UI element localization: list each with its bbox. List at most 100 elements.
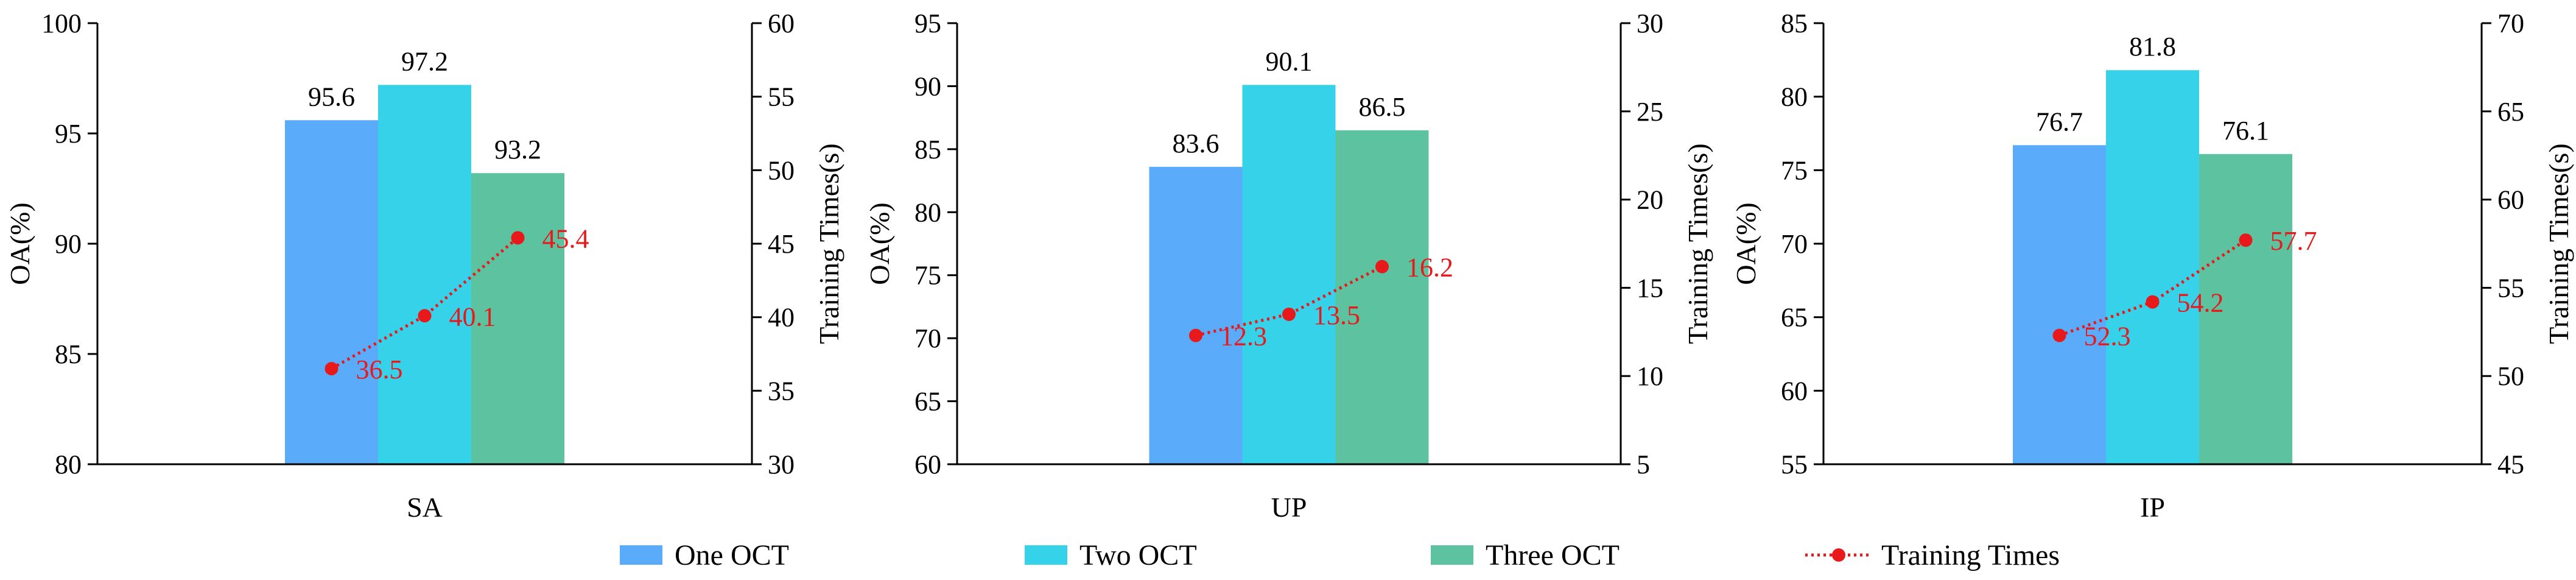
- training-time-point: [2239, 233, 2253, 247]
- bar-value-label: 95.6: [308, 82, 355, 111]
- chart-panel-ip: 76.7 81.8 76.1 52.3 54.2 57.7 55 60 65 70 75 80 85 45…: [1730, 9, 2574, 523]
- y2-tick-label: 30: [768, 450, 795, 479]
- training-time-label: 52.3: [2084, 322, 2131, 352]
- chart-panels: 95.6 97.2 93.2 36.5 40.1 45.4 80 85 90 95 100 30 35 4…: [4, 9, 2574, 523]
- training-time-point: [1282, 307, 1296, 321]
- legend-label: Training Times: [1881, 539, 2060, 571]
- training-times-line: [1195, 265, 1383, 338]
- y-tick-label: 70: [1781, 229, 1808, 259]
- bar-two-oct: [378, 85, 471, 465]
- training-time-label: 13.5: [1313, 300, 1360, 330]
- y2-tick-label: 40: [768, 303, 795, 333]
- legend-label: One OCT: [675, 539, 789, 571]
- chart-panel-sa: 95.6 97.2 93.2 36.5 40.1 45.4 80 85 90 95 100 30 35 4…: [4, 9, 844, 523]
- y-axis-label: OA(%): [1730, 202, 1761, 285]
- training-time-point: [1375, 260, 1389, 274]
- legend-item-one-oct: One OCT: [620, 539, 789, 571]
- y2-tick-label: 60: [2497, 185, 2524, 215]
- legend-swatch: [1025, 545, 1067, 565]
- y-tick-label: 80: [1781, 82, 1808, 112]
- y-tick-label: 65: [1781, 303, 1808, 333]
- bar-three-oct: [2199, 154, 2292, 464]
- y-tick-label: 85: [1781, 9, 1808, 38]
- y2-tick-label: 30: [1637, 9, 1663, 38]
- legend-item-three-oct: Three OCT: [1431, 539, 1620, 571]
- legend-item-two-oct: Two OCT: [1025, 539, 1197, 571]
- y2-tick-label: 25: [1637, 97, 1663, 127]
- bar-one-oct: [1149, 166, 1243, 464]
- legend-item-training-times: Training Times: [1805, 539, 2060, 571]
- legend-swatch: [620, 545, 662, 565]
- y-tick-label: 90: [55, 229, 82, 259]
- bar-value-label: 76.1: [2222, 116, 2269, 146]
- x-category-label: IP: [2140, 492, 2165, 523]
- y2-tick-label: 55: [2497, 273, 2524, 303]
- y2-tick-label: 50: [768, 155, 795, 185]
- y2-axis-label: Training Times(s): [1682, 143, 1713, 344]
- legend-label: Three OCT: [1486, 539, 1620, 571]
- bar-three-oct: [1335, 130, 1429, 465]
- y-tick-label: 95: [55, 119, 82, 149]
- y2-axis-label: Training Times(s): [2543, 143, 2574, 344]
- y-tick-label: 80: [914, 197, 941, 227]
- y-tick-label: 95: [914, 9, 941, 38]
- y2-tick-label: 50: [2497, 361, 2524, 391]
- y-tick-label: 85: [914, 135, 941, 164]
- y-tick-label: 80: [55, 450, 82, 479]
- y2-tick-label: 35: [768, 376, 795, 406]
- y-tick-label: 70: [914, 324, 941, 353]
- y-tick-label: 55: [1781, 450, 1808, 479]
- training-time-label: 36.5: [356, 355, 403, 384]
- y2-tick-label: 10: [1637, 361, 1663, 391]
- bar-one-oct: [285, 120, 378, 464]
- bar-two-oct: [2106, 70, 2199, 464]
- y-tick-label: 75: [914, 261, 941, 291]
- chart-panel-up: 83.6 90.1 86.5 12.3 13.5 16.2 60 65 70 75 80 85 90 95…: [864, 9, 1713, 523]
- training-time-label: 45.4: [542, 224, 589, 253]
- bar-value-label: 90.1: [1266, 46, 1313, 76]
- y2-tick-label: 5: [1637, 450, 1650, 479]
- x-category-label: UP: [1271, 492, 1307, 523]
- y2-tick-label: 20: [1637, 185, 1663, 215]
- y-tick-label: 75: [1781, 155, 1808, 185]
- bar-value-label: 97.2: [401, 46, 448, 76]
- y2-tick-label: 65: [2497, 97, 2524, 127]
- legend: One OCT Two OCT Three OCT Training Times: [620, 539, 2060, 571]
- y-tick-label: 85: [55, 339, 82, 369]
- training-time-point: [2146, 295, 2160, 309]
- y2-tick-label: 60: [768, 9, 795, 38]
- training-time-point: [418, 309, 432, 323]
- training-time-point: [325, 362, 339, 376]
- y-tick-label: 60: [1781, 376, 1808, 406]
- bar-value-label: 76.7: [2036, 107, 2083, 136]
- training-time-point: [2052, 328, 2066, 342]
- y-tick-label: 65: [914, 387, 941, 417]
- bar-value-label: 86.5: [1359, 92, 1406, 122]
- bar-three-oct: [471, 173, 564, 464]
- legend-label: Two OCT: [1079, 539, 1197, 571]
- training-time-point: [511, 231, 525, 245]
- y2-tick-label: 45: [2497, 450, 2524, 479]
- bar-value-label: 83.6: [1173, 129, 1220, 158]
- y2-tick-label: 15: [1637, 273, 1663, 303]
- y2-axis-label: Training Times(s): [813, 143, 844, 344]
- training-time-label: 40.1: [449, 302, 496, 331]
- training-time-label: 12.3: [1220, 322, 1267, 352]
- y2-tick-label: 45: [768, 229, 795, 259]
- y2-tick-label: 70: [2497, 9, 2524, 38]
- y-axis-label: OA(%): [4, 202, 35, 285]
- y-axis-label: OA(%): [864, 202, 895, 285]
- training-time-label: 57.7: [2270, 226, 2317, 256]
- legend-swatch: [1431, 545, 1473, 565]
- training-time-label: 16.2: [1406, 253, 1453, 283]
- bar-one-oct: [2013, 145, 2106, 465]
- y-tick-label: 100: [41, 9, 82, 38]
- y-tick-label: 60: [914, 450, 941, 479]
- bar-two-oct: [1242, 85, 1336, 465]
- bar-value-label: 81.8: [2129, 32, 2176, 62]
- x-category-label: SA: [407, 492, 443, 523]
- y-tick-label: 90: [914, 71, 941, 101]
- training-time-point: [1189, 328, 1202, 342]
- y2-tick-label: 55: [768, 82, 795, 112]
